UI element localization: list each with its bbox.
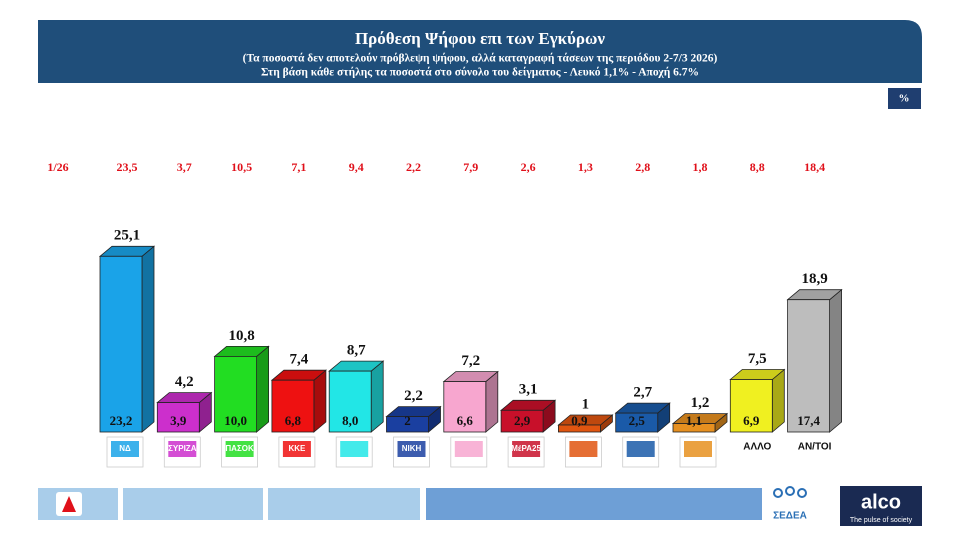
- value-label: 7,5: [748, 351, 767, 367]
- party-logo-mark: [111, 441, 139, 457]
- x-tick-label: ΠΑΣΟΚ: [225, 444, 254, 453]
- inner-value-label: 6,8: [285, 413, 302, 428]
- bar-side: [256, 345, 270, 433]
- party-logo-mark: [626, 441, 655, 457]
- note: Στη βάση κάθε στήλης τα ποσοστά στο σύνο…: [261, 66, 699, 79]
- comparison-value: 2,6: [521, 160, 536, 174]
- value-label: 7,2: [461, 353, 480, 369]
- bar-side: [313, 369, 327, 433]
- bar: [156, 402, 200, 433]
- x-tick-label: ΑΛΛΟ: [743, 442, 771, 453]
- slogan: The pulse of society: [850, 517, 913, 524]
- bar: [729, 379, 773, 433]
- value-label: 7,4: [290, 352, 309, 368]
- bar: [214, 355, 258, 433]
- inner-value-label: 2,9: [514, 413, 531, 428]
- bar-side: [485, 370, 499, 433]
- footer-strip: [426, 488, 762, 520]
- bars: 25,1 23,2 23,5 ΝΔ 4,2 3,9 3,7 ΣΥΡΙΖΑ 10,8 10,0 10,…: [98, 160, 843, 468]
- inner-value-label: 2,5: [629, 413, 646, 428]
- footer-strip: [268, 488, 420, 520]
- value-label: 1,2: [691, 395, 710, 411]
- comparison-value: 7,1: [291, 160, 306, 174]
- party-logo-mark: [225, 441, 254, 457]
- bar: [558, 424, 601, 433]
- footer-strip: [123, 488, 263, 520]
- party-logo-mark: [282, 441, 311, 457]
- x-tick-label: ΜέΡΑ25: [511, 444, 541, 453]
- inner-value-label: 1,1: [686, 413, 702, 428]
- comparison-value: 1,3: [578, 160, 593, 174]
- chart-title: Πρόθεση Ψήφου επι των Εγκύρων: [355, 29, 605, 48]
- comparison-value: 9,4: [349, 160, 364, 174]
- value-label: 10,8: [228, 328, 254, 344]
- bar: [443, 381, 487, 433]
- company-box: [840, 486, 922, 526]
- inner-value-label: 8,0: [342, 413, 358, 428]
- inner-value-label: 3,9: [170, 413, 187, 428]
- comparison-value: 7,9: [463, 160, 478, 174]
- value-label: 1: [582, 396, 590, 412]
- subtitle: (Τα ποσοστά δεν αποτελούν πρόβλεψη ψήφου…: [243, 52, 718, 65]
- brand-icon: [773, 488, 783, 498]
- header-box: [38, 20, 922, 83]
- bar-side: [771, 368, 785, 433]
- bar: [615, 412, 659, 433]
- comparison-label: 1/26: [47, 160, 68, 174]
- value-label: 3,1: [519, 382, 538, 398]
- value-label: 4,2: [175, 374, 194, 390]
- x-tick-label: ΝΔ: [119, 444, 131, 453]
- inner-value-label: 10,0: [224, 413, 247, 428]
- bar: [271, 379, 315, 433]
- x-tick-label: ΚΚΕ: [288, 444, 306, 453]
- inner-value-label: 0,9: [571, 413, 588, 428]
- party-logo-mark: [569, 441, 598, 457]
- party-logo-mark: [454, 441, 483, 457]
- value-label: 8,7: [347, 343, 366, 359]
- value-label: 2,2: [404, 388, 423, 404]
- comparison-value: 2,2: [406, 160, 421, 174]
- inner-value-label: 2: [404, 413, 411, 428]
- party-logo-mark: [168, 441, 197, 457]
- bar: [500, 409, 544, 433]
- comparison-value: 23,5: [117, 160, 138, 174]
- comparison-value: 8,8: [750, 160, 765, 174]
- bar: [328, 370, 372, 433]
- comparison-value: 3,7: [177, 160, 192, 174]
- bar-side: [829, 288, 842, 433]
- bar: [672, 423, 716, 433]
- party-logo-mark: [340, 441, 369, 457]
- inner-value-label: 17,4: [797, 413, 820, 428]
- party-logo-mark: [512, 441, 541, 457]
- brand: ΣΕΔΕΑ: [773, 511, 807, 522]
- unit-box: [888, 88, 921, 109]
- comparison-value: 1,8: [693, 160, 708, 174]
- value-label: 18,9: [801, 271, 827, 287]
- x-tick-label: ΝΙΚΗ: [402, 444, 422, 453]
- unit: %: [899, 93, 910, 105]
- comparison-value: 18,4: [804, 160, 825, 174]
- inner-value-label: 6,9: [743, 413, 760, 428]
- bar: [787, 299, 830, 433]
- inner-value-label: 6,6: [457, 413, 474, 428]
- channel-logo-mark: [62, 496, 76, 512]
- x-tick-label: ΣΥΡΙΖΑ: [168, 444, 197, 453]
- bar: [386, 416, 429, 433]
- party-logo-mark: [684, 441, 712, 457]
- company: alco: [861, 491, 901, 513]
- brand-icon: [797, 488, 807, 498]
- party-logo-mark: [397, 441, 426, 457]
- value-label: 25,1: [114, 228, 140, 244]
- brand-icon: [785, 486, 795, 496]
- inner-value-label: 23,2: [110, 413, 133, 428]
- comparison-value: 2,8: [635, 160, 650, 174]
- bar-side: [370, 360, 384, 433]
- comparison-value: 10,5: [231, 160, 252, 174]
- bar: [99, 255, 143, 433]
- x-tick-label: ΑΝ/ΤΟΙ: [798, 442, 832, 453]
- value-label: 2,7: [633, 385, 652, 401]
- bar-side: [141, 245, 155, 433]
